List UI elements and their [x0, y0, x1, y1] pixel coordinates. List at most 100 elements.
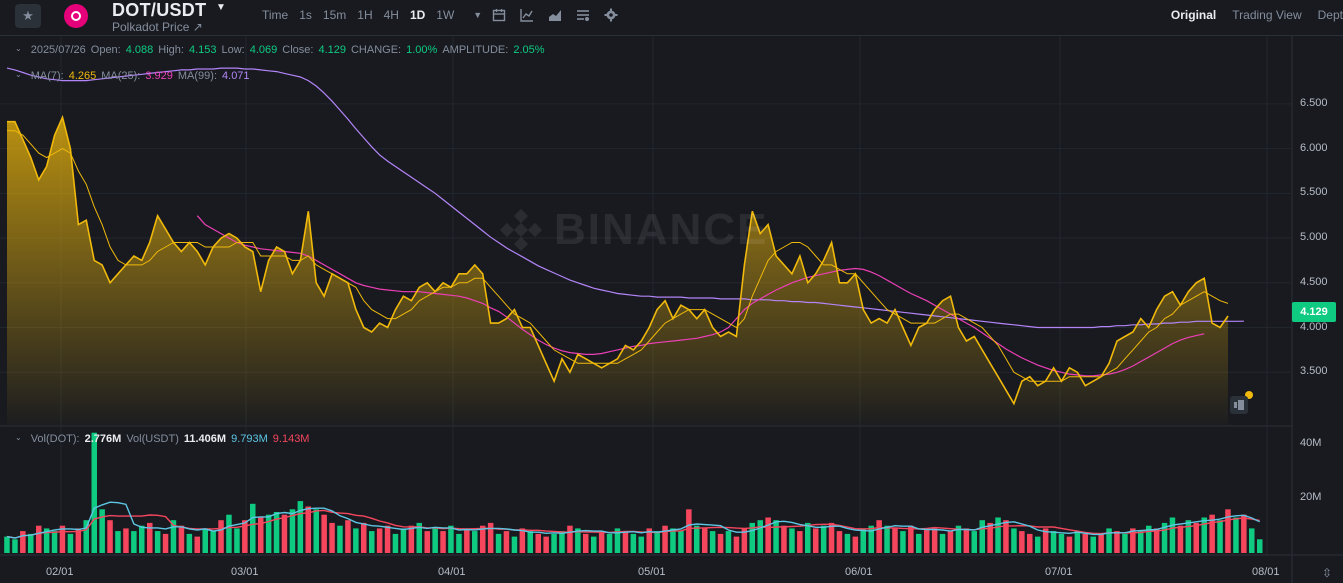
close-label: Close: [282, 44, 314, 56]
interval-1h[interactable]: 1H [357, 8, 373, 22]
ma7-value: 4.265 [68, 70, 97, 82]
volume-bar [702, 528, 708, 553]
volume-bar [28, 533, 34, 553]
chart-options-button[interactable] [1230, 396, 1248, 414]
ma7-line [7, 130, 1229, 382]
volume-bar [947, 531, 954, 553]
pair-title[interactable]: DOT/USDT [112, 0, 207, 20]
volume-bar [622, 531, 629, 553]
interval-1w[interactable]: 1W [436, 8, 455, 22]
volume-bar [1074, 531, 1081, 553]
interval-1s[interactable]: 1s [299, 8, 312, 22]
ohlc-legend: ⌄ 2025/07/26 Open: 4.088 High: 4.153 Low: 4… [15, 44, 545, 56]
price-tick-label: 5.500 [1300, 186, 1328, 199]
star-icon: ★ [22, 8, 34, 23]
volume-bar [1114, 531, 1120, 553]
volume-bar [670, 528, 676, 553]
volume-bar [384, 525, 391, 553]
volume-bar [353, 528, 359, 553]
volume-bar [75, 528, 82, 553]
volume-bar [971, 531, 977, 553]
ma99-line [6, 67, 1244, 329]
volume-bar [694, 525, 700, 553]
calendar-icon[interactable] [492, 8, 506, 22]
ohlc-date: 2025/07/26 [30, 44, 86, 56]
close-value: 4.129 [318, 44, 346, 56]
volume-bar [1161, 522, 1168, 553]
gear-icon[interactable] [604, 8, 618, 22]
chevron-down-icon[interactable]: ⌄ [15, 433, 22, 442]
volume-bar [789, 528, 795, 553]
volume-bar [408, 525, 415, 553]
volume-bar [131, 531, 137, 553]
view-tab-dept[interactable]: Dept [1317, 8, 1343, 22]
vol-ma1-value: 9.793M [231, 433, 268, 445]
volume-bar [480, 525, 486, 553]
volume-bar [924, 528, 930, 553]
binance-watermark: BINANCE [498, 205, 768, 255]
interval-4h[interactable]: 4H [383, 8, 399, 22]
view-tabs: Original Trading View Dept [1171, 8, 1343, 22]
ma25-line [196, 215, 1205, 377]
volume-bar [591, 536, 597, 553]
indicator-icon[interactable] [520, 8, 534, 22]
chart-style-icon[interactable] [548, 8, 562, 22]
volume-bar [598, 531, 605, 553]
chart-options-icon [1234, 400, 1244, 410]
chevron-down-icon[interactable]: ⌄ [15, 70, 22, 79]
favorite-button[interactable]: ★ [15, 4, 41, 28]
price-tick-label: 5.000 [1300, 231, 1328, 244]
volume-bar [472, 531, 478, 553]
date-tick-label: 08/01 [1252, 566, 1280, 578]
resize-icon[interactable]: ⇳ [1322, 566, 1333, 580]
volume-bar [678, 531, 684, 553]
volume-bar [995, 517, 1001, 553]
volume-bar [916, 533, 922, 553]
volume-bar [83, 520, 89, 553]
interval-15m[interactable]: 15m [322, 8, 347, 22]
volume-bar [1138, 531, 1144, 553]
volume-bar [281, 514, 288, 553]
volume-bar [369, 531, 375, 553]
volume-bar [440, 531, 446, 553]
volume-bar [1241, 514, 1247, 553]
chevron-down-icon[interactable]: ⌄ [15, 44, 22, 53]
high-label: High: [158, 44, 184, 56]
interval-time[interactable]: Time [262, 8, 289, 22]
volume-bar [36, 525, 42, 553]
interval-more-icon[interactable]: ▼ [473, 10, 483, 20]
ma7-label: MA(7): [30, 70, 64, 82]
volume-bar [1169, 517, 1176, 553]
top-bar: ★ DOT/USDT ▼ Polkadot Price ↗ Time 1s 15m 1… [0, 0, 1343, 36]
vol-usdt-label: Vol(USDT) [126, 433, 179, 445]
volume-bar [1027, 533, 1033, 553]
date-tick-label: 03/01 [231, 566, 259, 578]
date-tick-label: 06/01 [845, 566, 873, 578]
view-tab-trading-view[interactable]: Trading View [1232, 8, 1302, 22]
volume-bar [115, 531, 121, 553]
date-tick-label: 04/01 [438, 566, 466, 578]
volume-bar [123, 528, 129, 553]
volume-bar [535, 533, 541, 553]
volume-bar [567, 525, 573, 553]
volume-bar [1177, 525, 1184, 553]
chevron-down-icon[interactable]: ▼ [216, 2, 226, 13]
ma25-label: MA(25): [101, 70, 141, 82]
view-tab-original[interactable]: Original [1170, 8, 1217, 22]
volume-bar [733, 536, 740, 553]
interval-1d[interactable]: 1D [409, 8, 426, 22]
volume-bar [1019, 531, 1025, 553]
volume-bar [860, 528, 866, 553]
volume-bar [575, 528, 581, 553]
volume-bar [583, 533, 589, 553]
volume-bar [51, 531, 58, 553]
settings-list-icon[interactable] [576, 8, 590, 22]
volume-bar [1201, 517, 1207, 553]
pair-subtitle-link[interactable]: Polkadot Price ↗ [112, 20, 203, 34]
volume-bar [1003, 520, 1009, 553]
volume-bar [170, 520, 177, 553]
volume-bar [1209, 514, 1215, 553]
volume-bar [448, 525, 454, 553]
volume-bar [1011, 528, 1017, 553]
